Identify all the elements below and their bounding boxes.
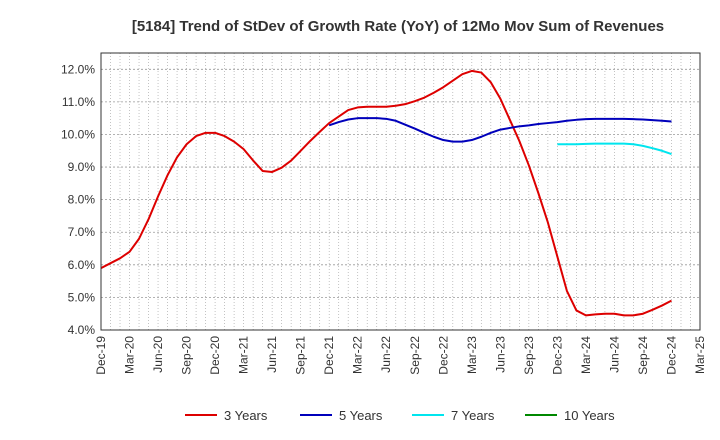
x-tick-label: Jun-21 [265, 336, 279, 373]
legend-label: 7 Years [451, 408, 495, 423]
plot-frame [100, 52, 701, 331]
y-axis-ticks: 4.0% 5.0% 6.0% 7.0% 8.0% 9.0% 10.0% 11.0% 12.0% [61, 62, 95, 337]
x-tick-label: Sep-21 [294, 336, 308, 375]
x-tick-label: Jun-20 [151, 336, 165, 373]
x-tick-label: Jun-22 [379, 336, 393, 373]
y-tick-label: 8.0% [68, 193, 96, 207]
series-line-3-years [100, 69, 672, 317]
x-tick-label: Jun-23 [493, 336, 507, 373]
x-tick-label: Sep-24 [636, 336, 650, 375]
series-line-5-years [328, 117, 672, 143]
x-tick-label: Dec-22 [436, 336, 450, 375]
y-tick-label: 4.0% [68, 323, 96, 337]
legend-label: 10 Years [564, 408, 615, 423]
x-tick-label: Mar-25 [693, 336, 707, 374]
y-tick-label: 11.0% [62, 95, 95, 109]
x-axis-ticks: Dec-19 Mar-20 Jun-20 Sep-20 Dec-20 Mar-21 Jun-… [94, 336, 707, 375]
x-tick-label: Sep-22 [408, 336, 422, 375]
x-tick-label: Dec-20 [208, 336, 222, 375]
x-tick-label: Sep-20 [180, 336, 194, 375]
y-tick-label: 9.0% [68, 160, 96, 174]
grid-lines [101, 53, 700, 331]
y-tick-label: 6.0% [68, 258, 96, 272]
x-tick-label: Jun-24 [607, 336, 621, 373]
y-tick-label: 10.0% [61, 127, 95, 141]
x-tick-label: Dec-19 [94, 336, 108, 375]
x-tick-label: Sep-23 [522, 336, 536, 375]
x-tick-label: Mar-23 [465, 336, 479, 374]
y-tick-label: 12.0% [61, 62, 95, 76]
x-tick-label: Dec-23 [550, 336, 564, 375]
series-line-7-years [557, 142, 672, 155]
x-tick-label: Dec-21 [322, 336, 336, 375]
y-tick-label: 5.0% [68, 290, 96, 304]
legend-label: 3 Years [224, 408, 268, 423]
y-tick-label: 7.0% [68, 225, 96, 239]
legend-label: 5 Years [339, 408, 383, 423]
legend: 3 Years 5 Years 7 Years 10 Years [185, 408, 615, 423]
x-tick-label: Mar-21 [237, 336, 251, 374]
x-tick-label: Mar-22 [351, 336, 365, 374]
x-tick-label: Mar-20 [123, 336, 137, 374]
chart-title: [5184] Trend of StDev of Growth Rate (Yo… [132, 18, 664, 35]
x-tick-label: Mar-24 [579, 336, 593, 374]
x-tick-label: Dec-24 [664, 336, 678, 375]
series-lines [100, 69, 672, 317]
